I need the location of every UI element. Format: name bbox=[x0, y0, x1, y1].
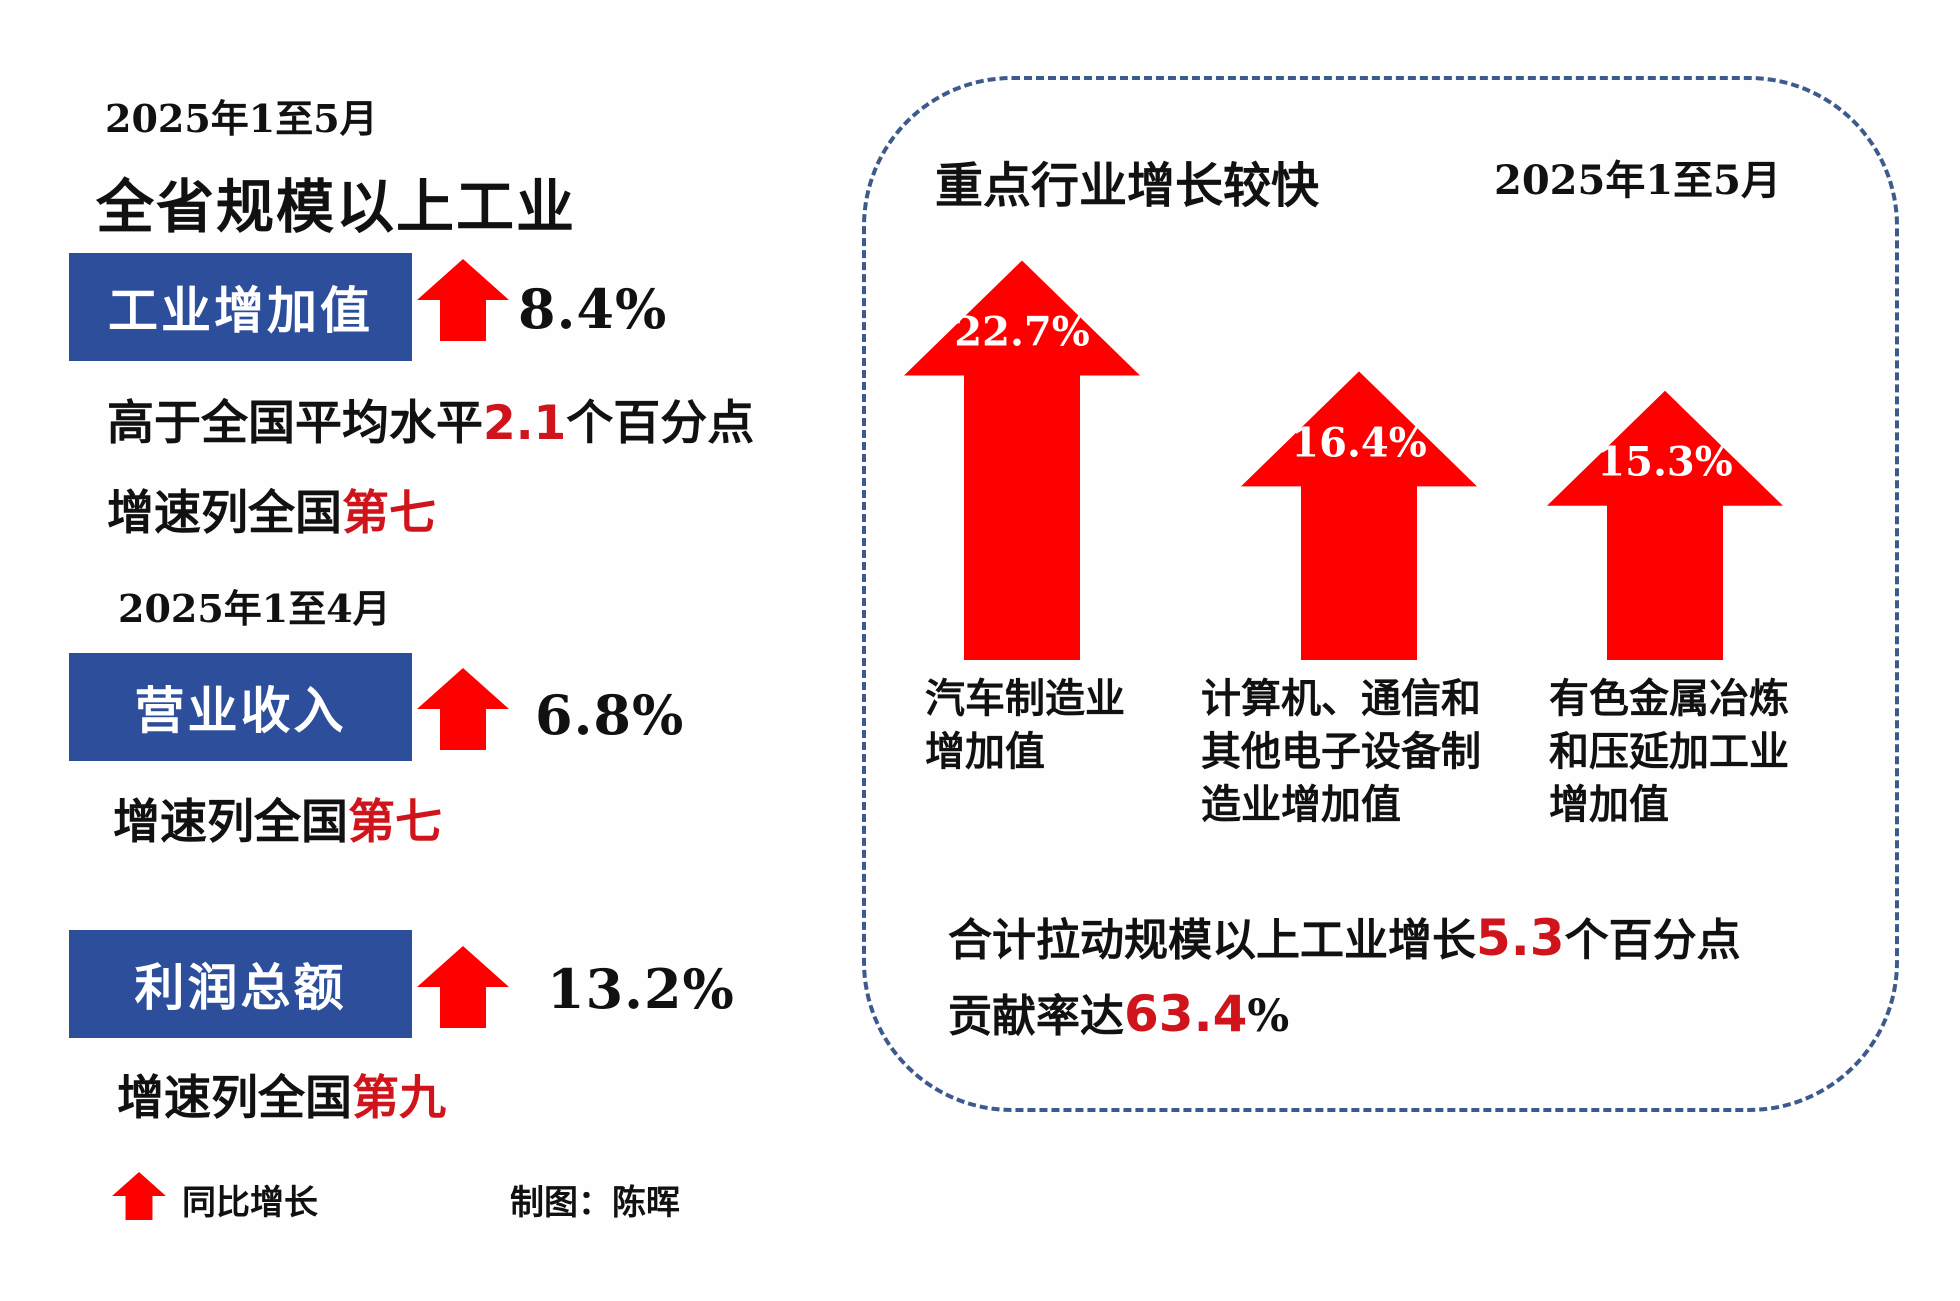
profit-growth: 13.2% bbox=[547, 957, 735, 1021]
revenue-growth: 6.8% bbox=[535, 683, 685, 747]
industry-value-note: 高于全国平均水平2.1个百分点 bbox=[107, 396, 755, 451]
industry-value-growth: 8.4% bbox=[518, 277, 668, 341]
growth-arrow-bar-2 bbox=[1241, 371, 1477, 660]
panel-title: 重点行业增长较快 bbox=[935, 158, 1320, 214]
date-mid: 2025年1至4月 bbox=[118, 586, 391, 631]
industry-category-line: 有色金属冶炼 bbox=[1549, 675, 1789, 722]
industry-category-line: 汽车制造业 bbox=[925, 675, 1125, 722]
badge-revenue: 营业收入 bbox=[69, 653, 412, 761]
badge-industry-value: 工业增加值 bbox=[69, 253, 412, 361]
author-credit: 制图：陈晖 bbox=[510, 1183, 680, 1223]
industry-category-line: 和压延加工业 bbox=[1549, 728, 1789, 775]
growth-value-label-3: 15.3% bbox=[1597, 439, 1732, 486]
growth-arrow-chart: 22.7% 16.4% 15.3% bbox=[904, 260, 1783, 660]
page-title: 全省规模以上工业 bbox=[96, 173, 577, 241]
industry-category-line: 增加值 bbox=[925, 728, 1045, 775]
growth-arrow-bar-1 bbox=[904, 260, 1140, 660]
up-arrow-icon bbox=[417, 946, 509, 1028]
date-top: 2025年1至5月 bbox=[105, 96, 378, 141]
profit-rank: 增速列全国第九 bbox=[117, 1071, 446, 1126]
industry-value-rank: 增速列全国第七 bbox=[107, 486, 436, 541]
growth-value-label-2: 16.4% bbox=[1291, 419, 1426, 466]
key-industries-panel bbox=[862, 76, 1899, 1112]
industry-category-line: 增加值 bbox=[1549, 781, 1669, 828]
industry-category-line: 其他电子设备制 bbox=[1201, 728, 1481, 775]
industry-category-label-3: 有色金属冶炼 和压延加工业 增加值 bbox=[1549, 672, 1789, 831]
revenue-rank: 增速列全国第七 bbox=[113, 795, 442, 850]
growth-value-label-1: 22.7% bbox=[954, 308, 1089, 355]
contribution-rate-line: 贡献率达63.4% bbox=[948, 985, 1290, 1043]
industry-category-label-2: 计算机、通信和 其他电子设备制 造业增加值 bbox=[1201, 672, 1481, 831]
total-contribution-line: 合计拉动规模以上工业增长5.3个百分点 bbox=[948, 909, 1741, 967]
up-arrow-icon bbox=[417, 259, 509, 341]
badge-profit: 利润总额 bbox=[69, 930, 412, 1038]
up-arrow-icon bbox=[417, 668, 509, 750]
legend-up-arrow-icon bbox=[112, 1172, 166, 1220]
industry-category-line: 造业增加值 bbox=[1201, 781, 1401, 828]
panel-date: 2025年1至5月 bbox=[1494, 157, 1781, 204]
legend-label: 同比增长 bbox=[182, 1183, 318, 1223]
growth-arrow-bar-3 bbox=[1547, 390, 1783, 660]
industry-category-label-1: 汽车制造业 增加值 bbox=[925, 672, 1125, 778]
industry-category-line: 计算机、通信和 bbox=[1201, 675, 1481, 722]
